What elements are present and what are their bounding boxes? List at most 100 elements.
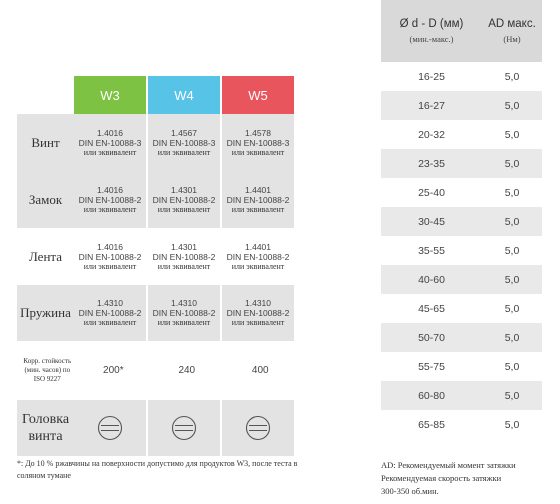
diameter-range: 35-55	[418, 244, 445, 257]
diameter-range: 20-32	[418, 128, 445, 141]
torque-note: AD: Рекомендуемый момент затяжки Рекомен…	[381, 459, 556, 498]
row-label-pruzhina: Пружина	[17, 285, 74, 341]
material-standard: DIN EN-10088-2	[226, 308, 290, 318]
cell-vint-w4: 1.4567 DIN EN-10088-3 или эквивалент	[148, 114, 220, 171]
slotted-screw-head-icon	[245, 415, 271, 441]
corrosion-value-w4: 240	[178, 364, 196, 376]
equivalent-note: или эквивалент	[231, 147, 285, 157]
column-header-w3: W3	[74, 76, 146, 114]
materials-header-row: W3 W4 W5	[74, 76, 298, 114]
torque-table-header: Ø d - D (мм) (мин.-макс.) AD макс. (Нм)	[381, 0, 542, 62]
header-diameter-label: Ø d - D (мм)	[399, 18, 464, 30]
footnote: *: До 10 % ржавчины на поверхности допус…	[17, 459, 298, 480]
slotted-screw-head-icon	[97, 415, 123, 441]
torque-table-row: 50-70 5,0	[381, 323, 542, 352]
material-standard: DIN EN-10088-2	[226, 251, 290, 262]
slotted-screw-head-icon	[171, 415, 197, 441]
material-standard: DIN EN-10088-2	[78, 308, 142, 318]
row-screw-head: Головка винта	[17, 400, 298, 456]
torque-note-line: AD: Рекомендуемый момент затяжки	[381, 460, 516, 470]
equivalent-note: или эквивалент	[83, 261, 137, 271]
torque-note-line: Рекомендуемая скорость затяжки	[381, 473, 502, 483]
cell-pruzhina-w4: 1.4310 DIN EN-10088-2 или эквивалент	[148, 285, 220, 341]
torque-table-row: 16-25 5,0	[381, 62, 542, 91]
cell-lenta-w5: 1.4401 DIN EN-10088-2 или эквивалент	[222, 228, 294, 285]
equivalent-note: или эквивалент	[157, 204, 211, 214]
torque-table-row: 60-80 5,0	[381, 381, 542, 410]
material-grade: 1.4401	[245, 184, 271, 195]
equivalent-note: или эквивалент	[83, 147, 137, 157]
header-diameter: Ø d - D (мм) (мин.-макс.)	[381, 0, 482, 62]
cell-pruzhina-w5: 1.4310 DIN EN-10088-2 или эквивалент	[222, 285, 294, 341]
material-standard: DIN EN-10088-2	[152, 194, 216, 205]
diameter-range: 40-60	[418, 273, 445, 286]
torque-table-row: 55-75 5,0	[381, 352, 542, 381]
material-standard: DIN EN-10088-3	[226, 137, 290, 148]
row-corrosion-resistance: Корр. стойкость (мин. часов) по ISO 9227…	[17, 341, 298, 400]
cell-zamok-w5: 1.4401 DIN EN-10088-2 или эквивалент	[222, 171, 294, 228]
materials-table: W3 W4 W5 Винт 1.4016 DIN EN-10088-3 или …	[17, 76, 298, 456]
row-label-vint: Винт	[17, 114, 74, 171]
material-standard: DIN EN-10088-2	[152, 251, 216, 262]
max-torque: 5,0	[504, 244, 520, 257]
material-grade: 1.4310	[97, 298, 123, 308]
row-label-lenta: Лента	[28, 248, 63, 264]
equivalent-note: или эквивалент	[231, 318, 285, 327]
max-torque: 5,0	[504, 360, 520, 373]
material-standard: DIN EN-10088-2	[152, 308, 216, 318]
max-torque: 5,0	[504, 70, 520, 83]
cell-head-w4	[148, 400, 220, 456]
equivalent-note: или эквивалент	[231, 204, 285, 214]
material-grade: 1.4016	[97, 241, 123, 252]
material-grade: 1.4016	[97, 127, 123, 138]
max-torque: 5,0	[504, 99, 520, 112]
diameter-range: 16-25	[418, 70, 445, 83]
material-grade: 1.4301	[171, 184, 197, 195]
row-lenta: Лента 1.4016 DIN EN-10088-2 или эквивале…	[17, 228, 298, 285]
material-grade: 1.4310	[171, 298, 197, 308]
cell-vint-w3: 1.4016 DIN EN-10088-3 или эквивалент	[74, 114, 146, 171]
max-torque: 5,0	[504, 128, 520, 141]
material-grade: 1.4567	[171, 127, 197, 138]
max-torque: 5,0	[504, 273, 520, 286]
torque-table-body: 16-25 5,0 16-27 5,0 20-32 5,0 23-35 5,0 25-40 5,0…	[381, 62, 542, 439]
header-torque-label: AD макс.	[488, 18, 536, 30]
diameter-range: 55-75	[418, 360, 445, 373]
cell-lenta-w3: 1.4016 DIN EN-10088-2 или эквивалент	[74, 228, 146, 285]
material-grade: 1.4310	[245, 298, 271, 308]
row-label-screw-head: Головка винта	[17, 400, 74, 456]
max-torque: 5,0	[504, 186, 520, 199]
cell-zamok-w4: 1.4301 DIN EN-10088-2 или эквивалент	[148, 171, 220, 228]
max-torque: 5,0	[504, 418, 520, 431]
header-torque-sub: (Нм)	[503, 34, 521, 44]
row-label-corrosion-resistance: Корр. стойкость (мин. часов) по ISO 9227	[23, 357, 72, 383]
max-torque: 5,0	[504, 331, 520, 344]
torque-table-row: 45-65 5,0	[381, 294, 542, 323]
cell-head-w3	[74, 400, 146, 456]
torque-table-row: 20-32 5,0	[381, 120, 542, 149]
cell-head-w5	[222, 400, 294, 456]
torque-table-row: 40-60 5,0	[381, 265, 542, 294]
torque-table: Ø d - D (мм) (мин.-макс.) AD макс. (Нм) …	[381, 0, 542, 439]
diameter-range: 25-40	[418, 186, 445, 199]
max-torque: 5,0	[504, 157, 520, 170]
max-torque: 5,0	[504, 215, 520, 228]
row-vint: Винт 1.4016 DIN EN-10088-3 или эквивален…	[17, 114, 298, 171]
diameter-range: 16-27	[418, 99, 445, 112]
header-diameter-sub: (мин.-макс.)	[409, 34, 454, 44]
column-header-w4: W4	[148, 76, 220, 114]
equivalent-note: или эквивалент	[83, 204, 137, 214]
material-standard: DIN EN-10088-2	[78, 194, 142, 205]
material-grade: 1.4301	[171, 241, 197, 252]
diameter-range: 65-85	[418, 418, 445, 431]
diameter-range: 23-35	[418, 157, 445, 170]
cell-lenta-w4: 1.4301 DIN EN-10088-2 или эквивалент	[148, 228, 220, 285]
corrosion-value-w5: 400	[251, 364, 269, 376]
material-standard: DIN EN-10088-2	[226, 194, 290, 205]
equivalent-note: или эквивалент	[83, 318, 137, 327]
material-grade: 1.4016	[97, 184, 123, 195]
torque-table-row: 30-45 5,0	[381, 207, 542, 236]
column-header-w5: W5	[222, 76, 294, 114]
cell-pruzhina-w3: 1.4310 DIN EN-10088-2 или эквивалент	[74, 285, 146, 341]
cell-zamok-w3: 1.4016 DIN EN-10088-2 или эквивалент	[74, 171, 146, 228]
